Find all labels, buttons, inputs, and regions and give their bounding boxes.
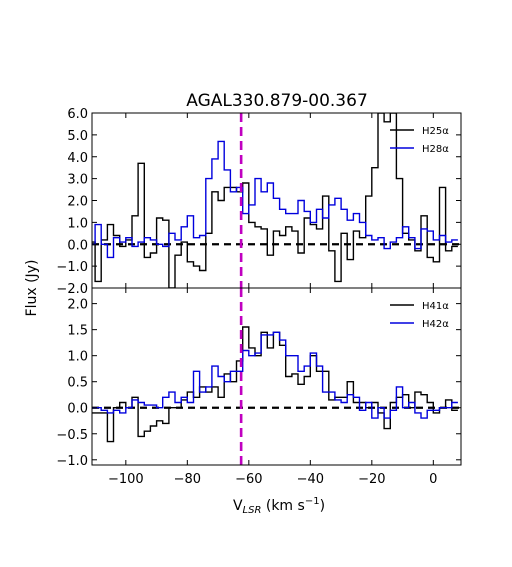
- series-line-H41α: [92, 326, 458, 443]
- y-tick-label: −1.0: [56, 260, 88, 275]
- y-tick-label: 1.5: [67, 324, 88, 339]
- x-axis-label-close: ): [320, 498, 325, 514]
- top-panel: −2.0 −1.0 0.0 1.0 2.0 3.0 4.0 5.0 6.0 H25α H28α: [56, 107, 462, 297]
- x-axis-label-subscript: LSR: [243, 505, 262, 516]
- legend: H25α H28α: [390, 126, 449, 155]
- x-axis-label-main: V: [233, 498, 243, 514]
- x-tick-label: −20: [358, 472, 385, 487]
- x-tick-label: −80: [174, 472, 201, 487]
- legend-label: H25α: [422, 126, 449, 137]
- panel-frame: [91, 287, 462, 466]
- y-tick-label: 2.0: [67, 298, 88, 313]
- y-axis-label: Flux (Jy): [24, 260, 40, 317]
- y-tick-label: 0.5: [67, 376, 88, 391]
- y-tick-label: 1.0: [67, 350, 88, 365]
- legend-label: H28α: [422, 144, 449, 155]
- y-tick-label: 5.0: [67, 129, 88, 144]
- y-tick-label: 4.0: [67, 151, 88, 166]
- y-tick-label: 3.0: [67, 173, 88, 188]
- series-line-H28α: [92, 140, 458, 259]
- y-tick-label: 0.0: [67, 238, 88, 253]
- legend-label: H41α: [422, 301, 449, 312]
- y-tick-label: −1.0: [56, 454, 88, 469]
- y-tick-label: 2.0: [67, 195, 88, 210]
- x-tick-label: −100: [108, 472, 144, 487]
- x-axis-label-exponent: −1: [305, 496, 320, 507]
- series-group: [92, 326, 458, 443]
- series-line-H42α: [92, 331, 458, 419]
- panel-frame: [91, 112, 462, 289]
- chart-title: AGAL330.879-00.367: [186, 91, 368, 111]
- x-axis-label-units: (km s: [261, 498, 304, 514]
- y-tick-label: 0.0: [67, 402, 88, 417]
- x-axis-label: VLSR (km s−1): [233, 496, 325, 516]
- y-tick-label: 1.0: [67, 216, 88, 231]
- bottom-panel: −1.0 −0.5 0.0 0.5 1.0 1.5 2.0 −100 −80 −60 −40 −20 0…: [56, 287, 462, 487]
- legend: H41α H42α: [390, 301, 449, 330]
- series-group: [92, 113, 458, 288]
- y-tick-label: 6.0: [67, 107, 88, 122]
- x-tick-label: 0: [429, 472, 437, 487]
- series-line-H25α: [92, 113, 458, 288]
- legend-label: H42α: [422, 319, 449, 330]
- x-tick-label: −60: [235, 472, 262, 487]
- y-tick-label: −2.0: [56, 282, 88, 297]
- y-tick-label: −0.5: [56, 428, 88, 443]
- x-tick-label: −40: [297, 472, 324, 487]
